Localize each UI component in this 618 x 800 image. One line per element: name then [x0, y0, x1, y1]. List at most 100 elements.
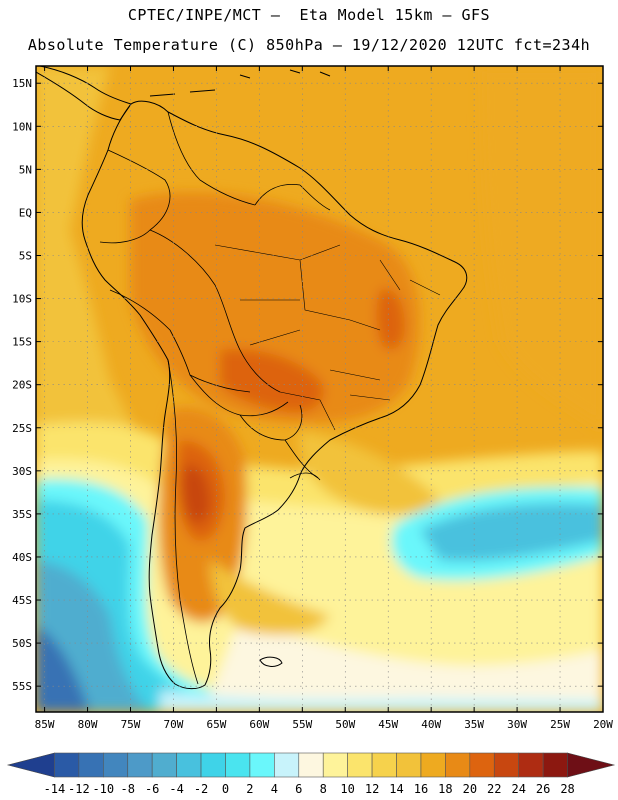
lat-tick-label: 15S [12, 336, 32, 349]
lon-tick-label: 65W [206, 718, 226, 731]
temperature-field [36, 66, 603, 712]
lat-tick-label: 30S [12, 465, 32, 478]
lat-tick-label: 10N [12, 120, 32, 133]
lat-tick-label: 50S [12, 637, 32, 650]
border-brazil-states [214, 244, 441, 431]
colorbar-swatch [347, 752, 373, 778]
colorbar-swatch [200, 752, 226, 778]
colorbar-label: 28 [560, 782, 574, 796]
lat-tick-label: EQ [19, 206, 32, 219]
lon-tick-label: 85W [35, 718, 55, 731]
colorbar-label: 10 [340, 782, 354, 796]
colorbar-label: 24 [511, 782, 525, 796]
lat-tick-label: 5S [19, 249, 32, 262]
colorbar-labels: -14 -12 -10 -8 -6 -4 -2 0 2 4 6 8 10 12 14 16 18 20 22 24 26… [44, 782, 575, 796]
colorbar-label: -12 [68, 782, 90, 796]
colorbar-arrow-high [567, 752, 616, 778]
colorbar-label: 26 [536, 782, 550, 796]
border-uruguay [289, 472, 321, 481]
map-frame [35, 65, 604, 713]
lon-tick-label: 40W [421, 718, 441, 731]
colorbar-label: 8 [320, 782, 327, 796]
border-argentina-chile [167, 359, 199, 685]
lon-tick-label: 30W [507, 718, 527, 731]
colorbar-label: -14 [44, 782, 66, 796]
lon-tick-label: 55W [292, 718, 312, 731]
colorbar-label: 14 [389, 782, 403, 796]
border-bolivia-paraguay [189, 374, 289, 417]
border-colombia [99, 149, 171, 244]
colorbar-swatch [78, 752, 104, 778]
colorbar-label: 18 [438, 782, 452, 796]
coastline-south-america [81, 100, 468, 690]
colorbar-swatch [225, 752, 251, 778]
lat-tick-label: 15N [12, 77, 32, 90]
latitude-axis: 15N 10N 5N EQ 5S 10S 15S 20S 25S 30S 35S 40S 45S 50S 5… [12, 77, 603, 693]
lat-tick-label: 55S [12, 680, 32, 693]
colorbar-swatch [127, 752, 153, 778]
field-pacific-cold-minus10 [36, 625, 90, 712]
colorbar-label: 0 [222, 782, 229, 796]
colorbar-swatch [420, 752, 446, 778]
colorbar-swatch [493, 752, 519, 778]
lat-tick-label: 10S [12, 293, 32, 306]
colorbar-label: 16 [414, 782, 428, 796]
lat-tick-label: 35S [12, 508, 32, 521]
border-brazil-west [149, 229, 281, 393]
lat-tick-label: 25S [12, 422, 32, 435]
border-peru-bolivia [109, 289, 251, 393]
field-argentina-24 [181, 464, 211, 524]
colorbar-swatch [445, 752, 471, 778]
colorbar-label: 22 [487, 782, 501, 796]
field-pantanal-22 [220, 349, 324, 412]
lon-tick-label: 50W [335, 718, 355, 731]
colorbar-label: 4 [271, 782, 278, 796]
coastline-falklands [259, 656, 283, 667]
colorbar-label: 6 [295, 782, 302, 796]
longitude-axis: 85W 80W 75W 70W 65W 60W 55W 50W 45W 40W 35W 30W 25W 2… [35, 66, 613, 731]
lon-tick-label: 70W [164, 718, 184, 731]
colorbar-swatch [542, 752, 568, 778]
colorbar-label: 20 [463, 782, 477, 796]
field-patagonia-14 [210, 560, 330, 635]
lon-tick-label: 45W [378, 718, 398, 731]
lat-tick-label: 45S [12, 594, 32, 607]
lat-tick-label: 40S [12, 551, 32, 564]
border-venezuela [167, 111, 256, 206]
colorbar-swatch [54, 752, 80, 778]
colorbar-label: -4 [169, 782, 183, 796]
lon-tick-label: 20W [593, 718, 613, 731]
colorbar-label: -8 [121, 782, 135, 796]
colorbar-swatch [176, 752, 202, 778]
colorbar-swatch [518, 752, 544, 778]
colorbar-swatch [103, 752, 129, 778]
graticule [36, 66, 604, 712]
colorbar-swatch [298, 752, 324, 778]
lon-tick-label: 75W [121, 718, 141, 731]
lat-tick-label: 5N [19, 163, 32, 176]
map-title-line-1: CPTEC/INPE/MCT – Eta Model 15km – GFS [127, 6, 491, 24]
lon-tick-label: 25W [550, 718, 570, 731]
colorbar-swatch [151, 752, 177, 778]
lon-tick-label: 35W [464, 718, 484, 731]
field-north-atlantic-18 [480, 66, 603, 430]
colorbar-label: 12 [365, 782, 379, 796]
colorbar-swatch [469, 752, 495, 778]
lon-tick-label: 60W [249, 718, 269, 731]
colorbar-swatch [322, 752, 348, 778]
map-title-line-2: Absolute Temperature (C) 850hPa – 19/12/… [27, 36, 591, 54]
colorbar-label: -6 [145, 782, 159, 796]
colorbar-swatch [274, 752, 300, 778]
colorbar-label: 2 [246, 782, 253, 796]
field-atlantic-cold-2 [420, 503, 603, 562]
colorbar-label: -2 [194, 782, 208, 796]
coastline-central-america [36, 66, 132, 121]
colorbar-swatch [249, 752, 275, 778]
lon-tick-label: 80W [78, 718, 98, 731]
colorbar-arrow-low [6, 752, 55, 778]
colorbar-label: -10 [92, 782, 114, 796]
field-interior-20 [130, 192, 420, 424]
colorbar-swatch [396, 752, 422, 778]
coastline-layer [36, 66, 468, 690]
